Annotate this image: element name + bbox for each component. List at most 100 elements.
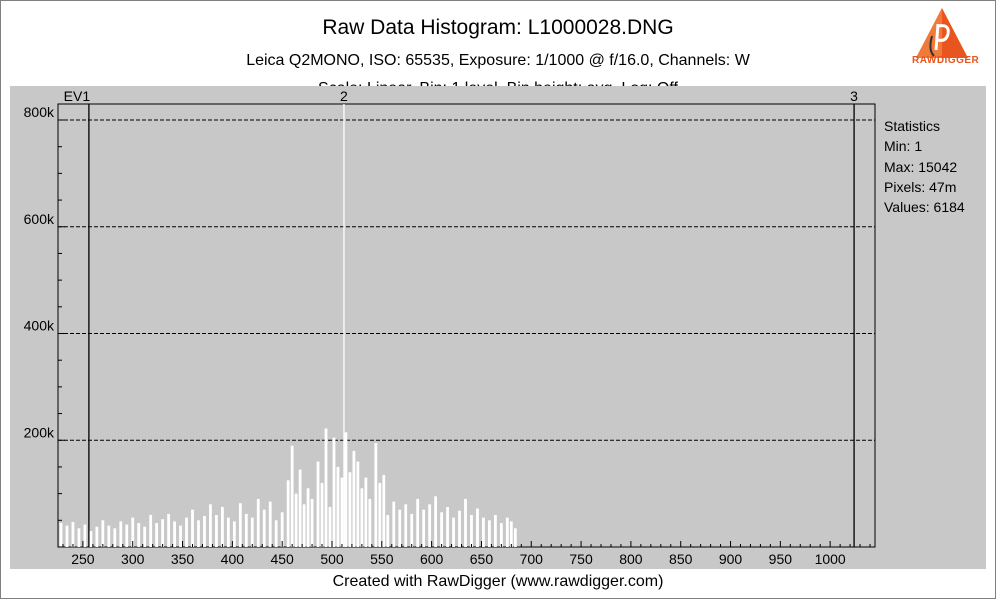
histogram-bar	[452, 517, 455, 547]
histogram-bar	[167, 513, 170, 547]
histogram-bar	[220, 506, 224, 547]
ev-marker-label: 3	[850, 88, 858, 104]
chart-subtitle: Leica Q2MONO, ISO: 65535, Exposure: 1/10…	[246, 52, 750, 69]
histogram-bar	[476, 508, 479, 547]
histogram-bar	[458, 510, 461, 547]
histogram-bar	[464, 498, 467, 547]
rawdigger-logo-icon	[916, 8, 968, 58]
histogram-bar	[244, 513, 248, 547]
histogram-bar	[298, 469, 302, 547]
logo-wordmark: RAWDIGGER	[912, 55, 980, 66]
histogram-bar	[209, 504, 212, 547]
histogram-bar	[416, 498, 420, 547]
gridlines	[58, 119, 875, 441]
ev-marker-label: 2	[340, 88, 348, 104]
x-tick-label: 550	[370, 551, 394, 567]
ev-markers: EV1 2 3	[64, 88, 858, 547]
x-tick-label: 900	[719, 551, 743, 567]
histogram-bar	[378, 482, 382, 547]
histogram-bar	[324, 428, 328, 547]
histogram-bar	[382, 474, 386, 547]
axes: 200k 400k 600k 800k 250 300 350 400 450 500 550 600…	[24, 104, 871, 567]
x-tick-label: 850	[669, 551, 693, 567]
histogram-bar	[268, 501, 272, 547]
histogram-bar	[59, 522, 63, 547]
x-tick-label: 800	[619, 551, 643, 567]
histogram-bar	[131, 517, 135, 547]
y-tick-label: 600k	[24, 211, 55, 227]
histogram-bar	[368, 498, 372, 547]
histogram-bar	[440, 512, 443, 547]
histogram-bar	[470, 514, 473, 547]
histogram-bar	[215, 514, 218, 547]
statistics-panel: Statistics Min: 1 Max: 15042 Pixels: 47m…	[884, 116, 965, 217]
x-tick-label: 350	[171, 551, 195, 567]
x-tick-label: 950	[769, 551, 793, 567]
chart-title: Raw Data Histogram: L1000028.DNG	[322, 16, 674, 39]
x-tick-label: 700	[520, 551, 544, 567]
y-tick-label: 200k	[24, 424, 55, 440]
x-tick-label: 600	[420, 551, 444, 567]
histogram-bar	[332, 437, 336, 547]
histogram-bar	[352, 450, 356, 547]
histogram-bar	[404, 504, 408, 547]
histogram-bar	[364, 477, 368, 547]
histogram-bar	[328, 506, 332, 547]
stat-max: Max: 15042	[884, 158, 958, 175]
histogram-bar	[294, 493, 298, 547]
y-tick-label: 400k	[24, 318, 55, 334]
x-tick-label: 1000	[815, 551, 846, 567]
histogram-bar	[137, 522, 141, 547]
histogram-bar	[280, 512, 284, 547]
stat-values: Values: 6184	[884, 199, 965, 216]
ev-marker-label: EV1	[64, 88, 91, 104]
histogram-bar	[302, 504, 306, 547]
footer-credit: Created with RawDigger (www.rawdigger.co…	[332, 573, 664, 590]
histogram-bar	[250, 517, 254, 547]
histogram-bar	[143, 526, 147, 547]
histogram-bar	[422, 509, 426, 547]
histogram-bar	[340, 477, 344, 547]
histogram-bar	[386, 514, 390, 547]
histogram-bar	[446, 506, 449, 547]
stat-min: Min: 1	[884, 138, 923, 155]
histogram-bars	[59, 428, 517, 547]
histogram-bar	[179, 525, 182, 547]
statistics-heading: Statistics	[884, 118, 941, 134]
histogram-bar	[256, 498, 260, 547]
histogram-bar	[71, 521, 75, 547]
y-tick-label: 800k	[24, 104, 55, 120]
histogram-bar	[360, 488, 364, 547]
histogram-bar	[348, 472, 352, 547]
histogram-bar	[232, 521, 236, 547]
histogram-bar	[306, 488, 310, 547]
histogram-bar	[290, 445, 294, 547]
histogram-bar	[77, 528, 81, 547]
histogram-bar	[493, 514, 497, 547]
histogram-bar	[482, 517, 485, 547]
histogram-bar	[203, 516, 206, 547]
histogram-bar	[83, 524, 87, 547]
histogram-bar	[509, 521, 513, 547]
plot-area	[57, 103, 876, 548]
histogram-bar	[226, 517, 230, 547]
histogram-bar	[262, 509, 266, 547]
histogram-bar	[434, 496, 438, 547]
histogram-bar	[336, 466, 340, 547]
histogram-bar	[95, 526, 99, 547]
stat-pixels: Pixels: 47m	[884, 178, 957, 195]
histogram-bar	[374, 442, 378, 547]
histogram-bar	[505, 517, 509, 547]
histogram-bar	[344, 432, 348, 547]
histogram-bar	[488, 520, 491, 547]
histogram-bar	[149, 514, 153, 547]
x-tick-label: 300	[121, 551, 145, 567]
histogram-bar	[320, 482, 324, 547]
histogram-bar	[107, 525, 111, 547]
histogram-bar	[113, 528, 117, 547]
histogram-bar	[410, 513, 414, 547]
histogram-bar	[286, 480, 290, 547]
histogram-bar	[274, 520, 278, 547]
chart-subtitle-clipped: Scale: Linear, Bin: 1 level, Bin height:…	[0, 78, 996, 86]
